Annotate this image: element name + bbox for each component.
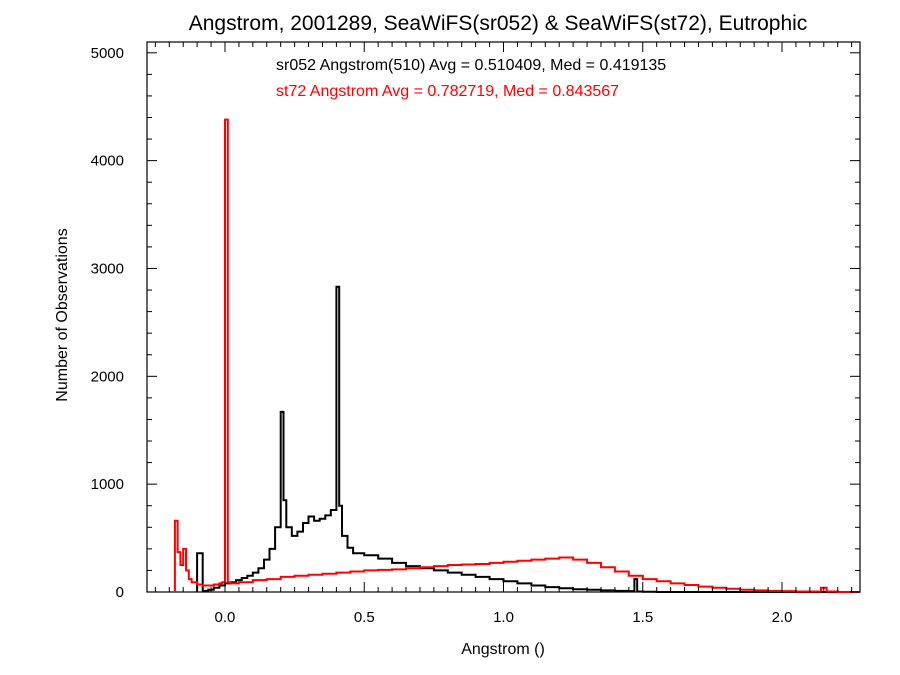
series-0-histogram-line [196,285,860,593]
y-tick-label: 1000 [91,476,124,493]
y-tick-label: 2000 [91,368,124,385]
tick-layer: 0.0 0.5 1.0 1.5 2.0 0 1000 2000 3000 4000 5000 [91,42,860,626]
x-axis-label: Angstrom () [461,641,545,658]
y-tick-label: 5000 [91,45,124,62]
plot-frame [146,41,861,593]
x-tick-label: 1.5 [632,609,653,626]
y-tick-label: 0 [116,584,124,601]
x-tick-label: 0.0 [215,609,236,626]
series-layer [173,118,860,593]
x-tick-label: 0.5 [354,609,375,626]
y-tick-label: 4000 [91,153,124,170]
y-tick-label: 3000 [91,260,124,277]
x-tick-label: 1.0 [493,609,514,626]
y-axis-label: Number of Observations [54,228,71,401]
series-1-histogram-line [173,118,860,593]
annotation-sr052: sr052 Angstrom(510) Avg = 0.510409, Med … [276,57,666,74]
x-tick-label: 2.0 [772,609,793,626]
chart-title: Angstrom, 2001289, SeaWiFS(sr052) & SeaW… [189,12,808,35]
annotation-st72: st72 Angstrom Avg = 0.782719, Med = 0.84… [276,83,619,100]
